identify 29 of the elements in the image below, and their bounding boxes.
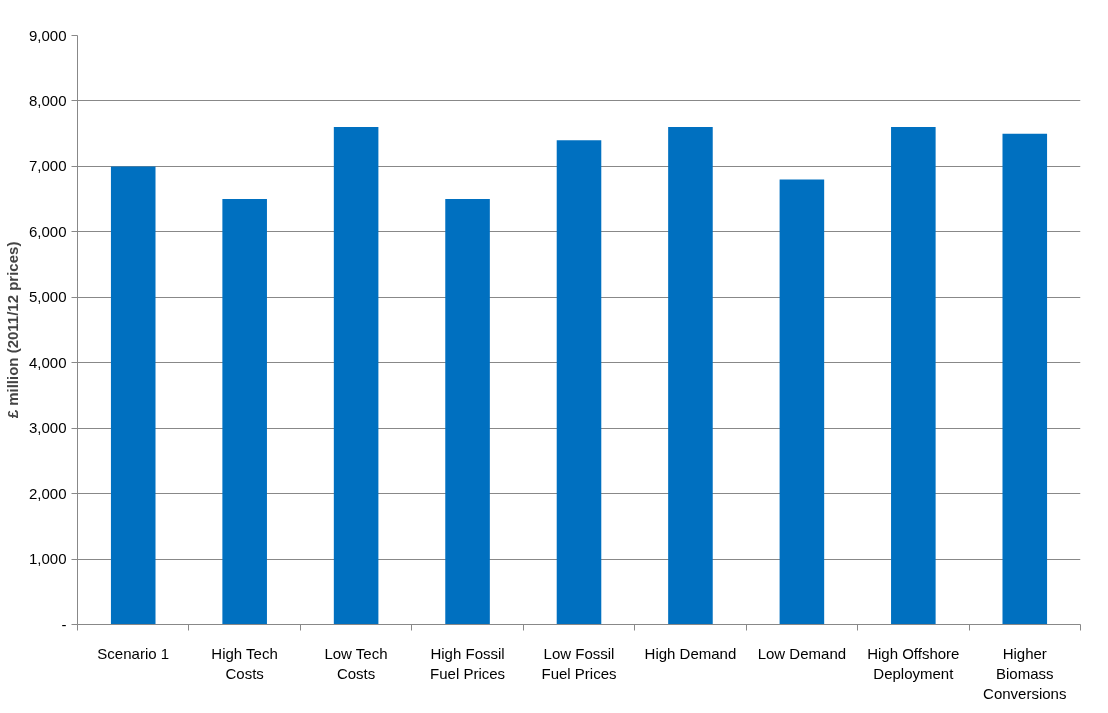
y-tick-label: 2,000	[28, 484, 67, 502]
x-tick-label: Low Fossil Fuel Prices	[541, 644, 617, 682]
bar	[556, 140, 602, 625]
y-tick-label: 8,000	[28, 91, 67, 109]
x-tick-label: Low Demand	[757, 644, 847, 662]
x-tick-label: Higher Biomass Conversions	[983, 644, 1067, 703]
x-tick-label: High Tech Costs	[211, 644, 278, 682]
y-tick-label: 6,000	[28, 222, 67, 240]
y-tick-label: 7,000	[28, 157, 67, 175]
bar	[222, 199, 267, 625]
y-tick-label: 9,000	[28, 26, 67, 44]
y-tick-label: 4,000	[28, 353, 67, 371]
bar	[779, 179, 825, 625]
y-tick-label: 3,000	[28, 419, 67, 437]
y-tick-label: -	[61, 615, 67, 633]
bar	[891, 127, 936, 625]
x-tick-label: High Demand	[644, 644, 737, 662]
bar	[333, 127, 379, 625]
y-axis-title: £ million (2011/12 prices)	[3, 241, 21, 419]
x-tick-label: High Offshore Deployment	[867, 644, 960, 682]
x-tick-label: High Fossil Fuel Prices	[430, 644, 506, 682]
y-tick-label: 1,000	[28, 550, 67, 568]
bar	[110, 166, 156, 625]
bar	[1002, 133, 1048, 625]
bar	[668, 127, 713, 625]
y-tick-label: 5,000	[28, 288, 67, 306]
x-tick-label: Scenario 1	[97, 644, 170, 662]
x-tick-label: Low Tech Costs	[324, 644, 388, 682]
bar	[445, 199, 490, 625]
